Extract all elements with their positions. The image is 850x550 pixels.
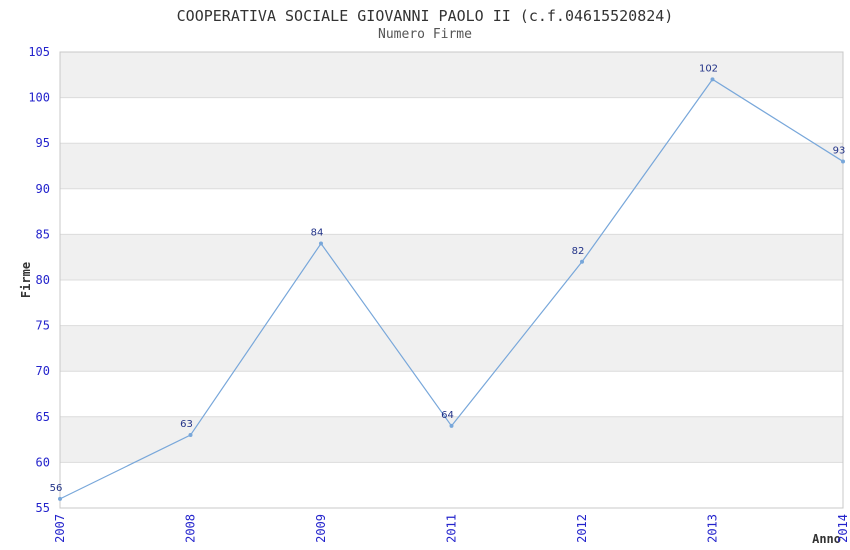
data-point-label: 82 — [572, 246, 585, 257]
plot-band — [60, 234, 843, 280]
data-point-label: 84 — [311, 228, 324, 239]
x-tick-label: 2012 — [575, 514, 589, 543]
data-point-label: 56 — [50, 483, 63, 494]
plot-band — [60, 462, 843, 508]
data-point-label: 102 — [699, 63, 718, 74]
plot-frame — [59, 51, 844, 509]
x-tick-label: 2007 — [53, 514, 67, 543]
data-point-marker — [319, 241, 323, 246]
chart-title: COOPERATIVA SOCIALE GIOVANNI PAOLO II (c… — [176, 7, 674, 25]
data-point-label: 64 — [441, 410, 454, 421]
x-axis-title: Anno — [812, 532, 841, 546]
x-tick-label: 2013 — [706, 514, 720, 543]
x-tick-label: 2011 — [445, 514, 459, 543]
data-point-label: 93 — [833, 145, 846, 156]
plot-band — [60, 52, 843, 98]
data-point-label: 63 — [180, 419, 193, 430]
y-tick-label: 75 — [36, 319, 50, 333]
y-tick-label: 55 — [36, 501, 50, 515]
data-point-marker — [449, 423, 454, 428]
plot-band — [60, 97, 843, 144]
x-tick-label: 2014 — [836, 514, 850, 543]
y-tick-label: 80 — [36, 273, 50, 287]
data-point-marker — [188, 433, 193, 438]
data-point-marker — [58, 496, 62, 501]
chart-subtitle: Numero Firme — [378, 27, 472, 42]
data-point-marker — [710, 77, 715, 82]
y-tick-label: 70 — [36, 364, 50, 378]
y-tick-label: 65 — [36, 410, 50, 424]
y-tick-label: 85 — [36, 227, 50, 241]
plot-band — [60, 280, 843, 326]
y-tick-label: 105 — [28, 45, 50, 59]
plot-band — [60, 371, 843, 417]
data-point-marker — [841, 159, 845, 164]
y-tick-label: 60 — [36, 455, 50, 469]
plot-band — [60, 143, 843, 189]
x-tick-label: 2008 — [184, 514, 198, 543]
y-tick-label: 90 — [36, 182, 50, 196]
data-point-marker — [580, 259, 584, 264]
x-tick-label: 2009 — [314, 514, 328, 543]
plot-band — [60, 188, 843, 235]
y-tick-label: 100 — [28, 91, 50, 105]
plot-band — [60, 416, 843, 463]
plot-band — [60, 325, 843, 372]
y-tick-label: 95 — [36, 136, 50, 150]
